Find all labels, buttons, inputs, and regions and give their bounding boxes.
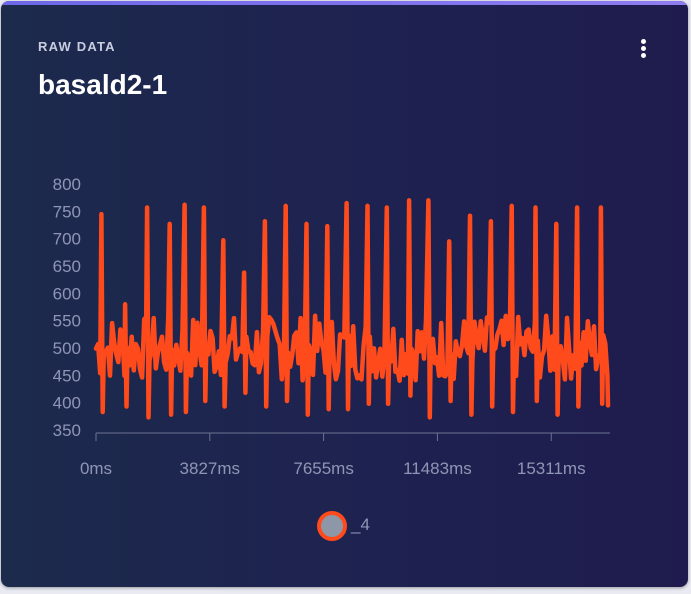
x-tick-label: 0ms [80, 459, 112, 478]
legend-label: _4 [350, 515, 370, 534]
y-tick-label: 700 [53, 230, 81, 249]
y-tick-label: 550 [53, 312, 81, 331]
series-line-_4 [93, 198, 611, 420]
y-axis: 350 400 450 500 550 600 650 700 750 800 [53, 175, 81, 440]
y-tick-label: 800 [53, 175, 81, 194]
card-label: RAW DATA [38, 39, 116, 54]
y-tick-label: 750 [53, 202, 81, 221]
x-axis: 0ms 3827ms 7655ms 11483ms 15311ms [80, 432, 610, 478]
vertical-ellipsis-icon[interactable] [634, 37, 654, 59]
series-layer [93, 198, 611, 420]
x-tick-label: 7655ms [293, 459, 353, 478]
x-tick-label: 15311ms [517, 459, 586, 478]
card-title: basald2-1 [38, 69, 168, 100]
y-tick-label: 450 [53, 366, 81, 385]
x-tick-label: 11483ms [403, 459, 472, 478]
legend[interactable]: _4 [317, 511, 370, 541]
y-tick-label: 350 [53, 421, 81, 440]
y-tick-label: 600 [53, 284, 81, 303]
y-tick-label: 400 [53, 394, 81, 413]
x-tick-label: 3827ms [180, 459, 240, 478]
y-tick-label: 500 [53, 339, 81, 358]
legend-marker [317, 511, 347, 541]
card-accent-bar [1, 1, 688, 5]
y-tick-label: 650 [53, 257, 81, 276]
